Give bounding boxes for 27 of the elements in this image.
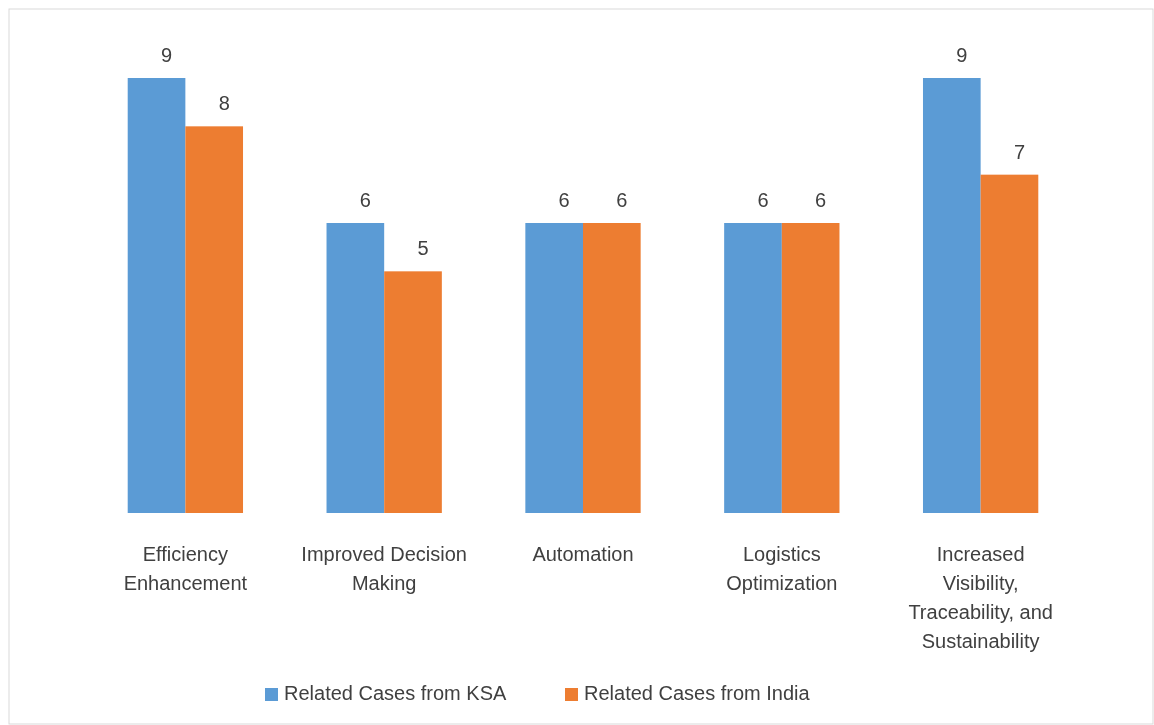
bar [127, 78, 186, 513]
x-tick-label: Improved Decision Making [301, 543, 467, 594]
data-label: 9 [956, 44, 968, 66]
data-label: 9 [160, 44, 173, 66]
x-tick-label: Logistics Optimization [726, 543, 838, 594]
data-label: 8 [218, 92, 230, 115]
bar [525, 223, 583, 513]
data-label: 6 [558, 189, 570, 211]
bar [922, 78, 981, 513]
legend-label: Related Cases from KSA [284, 682, 507, 704]
data-label: 6 [815, 189, 827, 211]
bar [185, 126, 244, 513]
data-label: 7 [1013, 140, 1026, 163]
bar [724, 223, 782, 513]
x-tick-label: Efficiency Enhancement [123, 543, 248, 594]
bar [583, 223, 641, 513]
bar [781, 223, 840, 513]
data-label: 6 [616, 189, 628, 211]
legend-label: Related Cases from India [584, 682, 811, 704]
bar [980, 174, 1039, 513]
bar [326, 223, 385, 513]
x-tick-label: Automation [532, 543, 634, 565]
data-label: 5 [417, 237, 429, 260]
bar [384, 271, 442, 513]
x-tick-label: Increased Visibility, Traceability, and Sustainability [908, 543, 1053, 652]
data-label: 6 [359, 189, 371, 211]
data-label: 6 [757, 189, 769, 211]
